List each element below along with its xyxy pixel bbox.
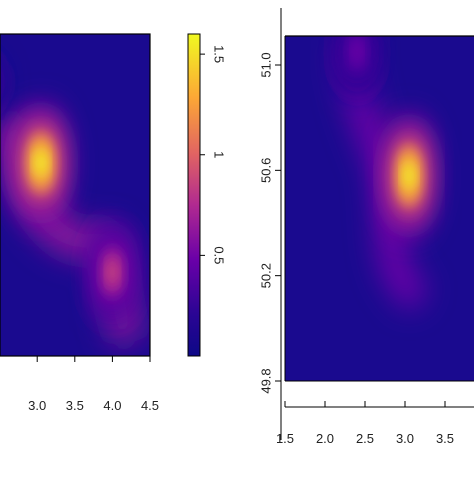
left-hotspot-2-layer	[108, 262, 117, 283]
right-y-tick-label: 49.8	[258, 368, 273, 393]
colorbar: 0.5 1 1.5	[187, 33, 227, 357]
left-hotspot-2	[92, 222, 133, 323]
colorbar-gradient	[188, 34, 200, 356]
left-heatmap-panel: 3.0 3.5 4.0 4.5	[0, 33, 159, 413]
right-hotspot-2-layer	[353, 42, 361, 61]
colorbar-tick-label: 0.5	[212, 246, 227, 264]
left-x-tick-label: 3.5	[66, 398, 84, 413]
right-hotspot-1	[385, 113, 433, 238]
right-x-tick-label: 2.5	[356, 431, 374, 446]
right-hotspot-1-layer	[404, 163, 414, 189]
right-heatmap-panel: 49.8 50.2 50.6 51.0 1.5 2.0 2.5 3.0 3.5	[258, 8, 474, 446]
right-x-tick-label: 1.5	[276, 431, 294, 446]
right-x-axis: 1.5 2.0 2.5 3.0 3.5	[276, 401, 474, 446]
colorbar-tick-label: 1.5	[212, 45, 227, 63]
colorbar-tick-label: 1	[212, 151, 227, 158]
left-x-axis: 3.0 3.5 4.0 4.5	[0, 355, 159, 413]
right-y-tick-label: 50.6	[258, 158, 273, 183]
right-heatmap-field	[336, 36, 433, 312]
left-x-tick-label: 3.0	[28, 398, 46, 413]
right-hotspot-2	[339, 36, 375, 97]
right-x-tick-label: 3.5	[436, 431, 454, 446]
right-x-tick-label: 2.0	[316, 431, 334, 446]
colorbar-ticks: 0.5 1 1.5	[200, 45, 227, 264]
right-y-axis: 49.8 50.2 50.6 51.0	[258, 8, 282, 440]
right-y-tick-label: 51.0	[258, 52, 273, 77]
left-x-tick-label: 4.0	[103, 398, 121, 413]
left-x-tick-label: 4.5	[141, 398, 159, 413]
colorbar-frame	[187, 33, 201, 357]
left-hotspot-1	[14, 102, 67, 223]
right-x-tick-label: 3.0	[396, 431, 414, 446]
left-heatmap-field	[0, 102, 146, 348]
left-hotspot-1-layer	[35, 150, 47, 175]
right-y-tick-label: 50.2	[258, 263, 273, 288]
